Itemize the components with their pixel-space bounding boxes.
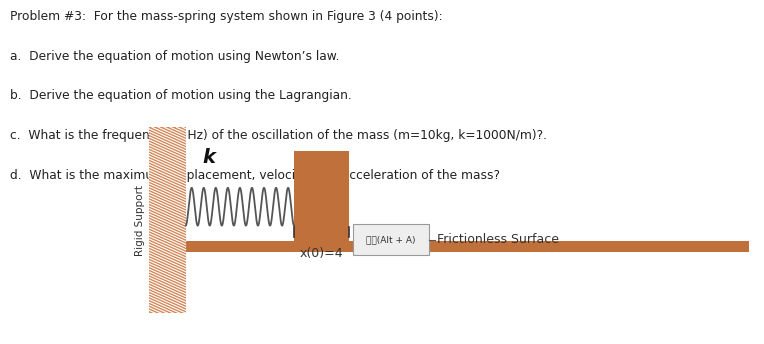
Text: k: k [202,148,216,167]
Text: c.  What is the frequency (in Hz) of the oscillation of the mass (m=10kg, k=1000: c. What is the frequency (in Hz) of the … [10,129,547,142]
Text: 截图(Alt + A): 截图(Alt + A) [367,235,416,244]
Text: Rigid Support: Rigid Support [134,185,145,256]
Text: a.  Derive the equation of motion using Newton’s law.: a. Derive the equation of motion using N… [10,50,339,63]
Text: x(0)=4: x(0)=4 [299,247,344,260]
Text: d.  What is the maximum displacement, velocity, and acceleration of the mass?: d. What is the maximum displacement, vel… [10,169,500,182]
Bar [149,127,186,313]
Text: Problem #3:  For the mass-spring system shown in Figure 3 (4 points):: Problem #3: For the mass-spring system s… [10,10,442,23]
Bar [353,224,429,255]
Text: Frictionless Surface: Frictionless Surface [437,233,559,246]
Text: m: m [314,193,329,208]
Text: b.  Derive the equation of motion using the Lagrangian.: b. Derive the equation of motion using t… [10,89,351,103]
Bar [294,151,349,240]
Bar [149,240,749,252]
